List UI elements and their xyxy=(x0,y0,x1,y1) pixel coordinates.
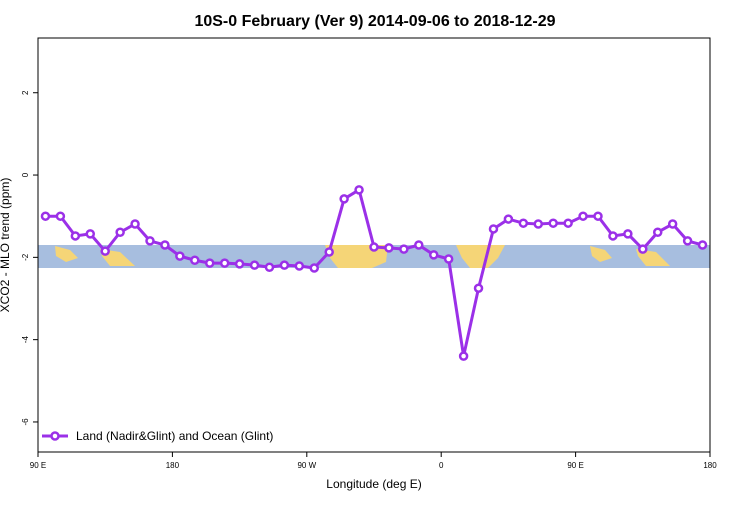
data-point xyxy=(533,219,544,229)
data-point xyxy=(160,240,170,250)
data-point xyxy=(563,218,573,228)
x-tick-label: 90 E xyxy=(567,461,583,470)
x-tick-label: 0 xyxy=(439,461,444,470)
data-point xyxy=(638,244,648,254)
data-point xyxy=(130,219,140,229)
data-point xyxy=(204,258,215,268)
data-point xyxy=(294,261,305,271)
data-point xyxy=(70,231,81,241)
data-point xyxy=(175,251,185,261)
data-point xyxy=(264,262,275,272)
data-point xyxy=(85,229,96,239)
data-point xyxy=(682,236,693,246)
x-tick-label: 90 E xyxy=(30,461,46,470)
y-tick-label: 2 xyxy=(21,90,30,95)
data-point xyxy=(593,211,603,221)
y-tick-label: -6 xyxy=(21,418,30,426)
data-point xyxy=(145,236,155,246)
x-tick-label: 180 xyxy=(703,461,717,470)
data-point xyxy=(339,194,349,204)
y-tick-label: -4 xyxy=(21,336,30,344)
x-axis-label: Longitude (deg E) xyxy=(326,477,421,491)
data-point xyxy=(578,211,588,221)
data-point xyxy=(399,244,409,254)
data-point xyxy=(219,258,230,268)
x-tick-label: 90 W xyxy=(297,461,316,470)
y-tick-label: 0 xyxy=(21,172,30,177)
data-point xyxy=(249,260,260,270)
x-tick-label: 180 xyxy=(166,461,180,470)
y-axis-label: XCO2 - MLO trend (ppm) xyxy=(0,178,12,313)
data-point xyxy=(40,211,51,221)
data-point xyxy=(55,211,66,221)
data-point xyxy=(115,227,125,237)
data-point xyxy=(518,218,529,228)
data-point xyxy=(354,185,364,195)
plot-frame xyxy=(37,37,711,453)
data-point xyxy=(488,224,499,234)
data-point xyxy=(548,218,558,228)
data-point xyxy=(443,254,454,264)
data-point xyxy=(667,219,678,229)
data-point xyxy=(473,283,484,293)
data-point xyxy=(458,351,469,361)
data-point xyxy=(414,240,424,250)
data-point xyxy=(324,247,334,257)
land xyxy=(55,246,135,266)
data-point xyxy=(652,227,663,237)
data-point xyxy=(623,229,633,239)
data-point xyxy=(697,240,708,250)
data-point xyxy=(503,214,514,224)
land xyxy=(456,245,505,268)
land xyxy=(590,246,670,266)
legend-label: Land (Nadir&Glint) and Ocean (Glint) xyxy=(76,429,273,443)
chart-title: 10S-0 February (Ver 9) 2014-09-06 to 201… xyxy=(194,13,555,30)
data-point xyxy=(384,243,394,253)
data-point xyxy=(369,242,379,252)
data-point xyxy=(428,250,439,260)
data-point xyxy=(190,255,200,265)
legend-marker xyxy=(50,431,60,441)
data-point xyxy=(279,260,290,270)
y-tick-label: -2 xyxy=(21,253,30,261)
data-point xyxy=(309,263,320,273)
data-line xyxy=(45,187,703,357)
data-point xyxy=(100,246,110,256)
data-point xyxy=(608,231,618,241)
data-point xyxy=(234,259,245,269)
